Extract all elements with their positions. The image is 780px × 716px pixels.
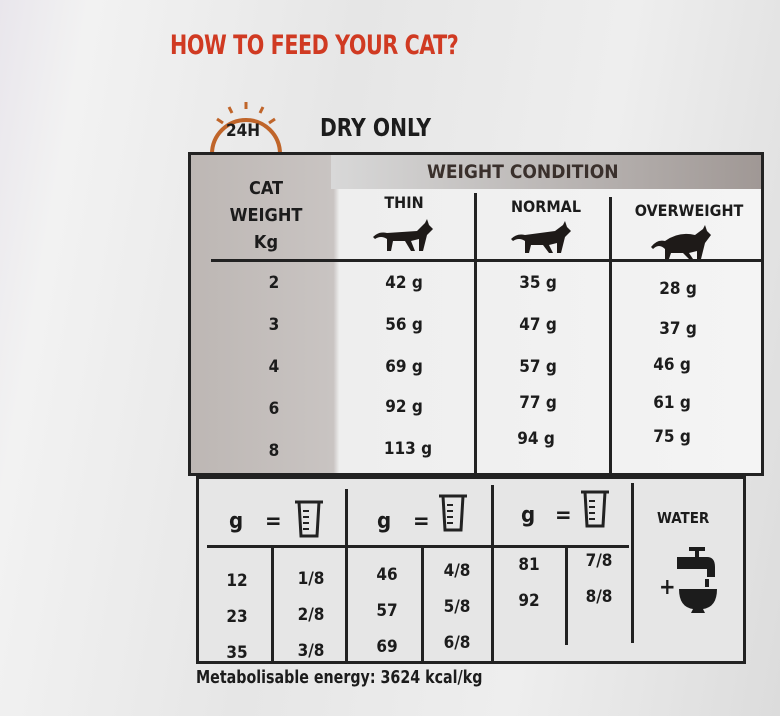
cups-cell: 5/8 xyxy=(443,597,471,617)
thin-cat-icon xyxy=(373,219,433,251)
measuring-cup-icon xyxy=(439,494,467,532)
subtitle: DRY ONLY xyxy=(320,113,432,142)
grams-cell: 46 xyxy=(376,565,398,585)
normal-cell: 94 g xyxy=(517,429,555,449)
header-divider xyxy=(211,259,761,262)
column-overweight: OVERWEIGHT xyxy=(634,201,744,220)
cups-cell: 3/8 xyxy=(297,641,325,661)
divider xyxy=(491,485,494,661)
grams-label: g xyxy=(229,509,244,534)
overweight-cat-icon xyxy=(651,225,711,259)
cups-column: 7/8 8/8 xyxy=(569,543,629,615)
grams-cell: 12 xyxy=(226,571,248,591)
grams-label: g xyxy=(521,503,536,528)
normal-cell: 77 g xyxy=(519,393,557,413)
cat-weight-header: CAT WEIGHT Kg xyxy=(201,175,331,256)
water-label: WATER xyxy=(657,509,710,527)
equals-sign: = xyxy=(265,509,282,534)
cups-column: 4/8 5/8 6/8 xyxy=(427,553,487,661)
table-body: 2 42 g 35 g 28 g 3 56 g 47 g 37 g 4 69 g… xyxy=(191,273,761,483)
divider xyxy=(207,545,629,548)
grams-cell: 92 xyxy=(518,591,540,611)
weight-cell: 8 xyxy=(268,441,280,461)
grams-cell: 57 xyxy=(376,601,398,621)
normal-cell: 57 g xyxy=(519,357,557,377)
weight-cell: 4 xyxy=(268,357,280,377)
normal-cell: 47 g xyxy=(519,315,557,335)
cups-cell: 1/8 xyxy=(297,569,325,589)
divider xyxy=(565,545,568,645)
cups-cell: 6/8 xyxy=(443,633,471,653)
divider xyxy=(345,489,348,661)
cups-column: 1/8 2/8 3/8 xyxy=(281,561,341,669)
grams-column: 12 23 35 xyxy=(207,563,267,671)
grams-cell: 69 xyxy=(376,637,398,657)
thin-cell: 56 g xyxy=(385,315,423,335)
grams-cell: 23 xyxy=(226,607,248,627)
clock-label: 24H xyxy=(226,121,261,141)
equals-sign: = xyxy=(413,509,430,534)
feeding-table: WEIGHT CONDITION CAT WEIGHT Kg THIN NORM… xyxy=(188,152,764,477)
normal-cell: 35 g xyxy=(519,273,557,293)
clock-24h-icon xyxy=(210,102,282,155)
normal-cat-icon xyxy=(511,221,571,253)
water-tap-bowl-icon xyxy=(677,547,717,613)
measuring-cup-icon xyxy=(581,490,609,528)
conversion-table: g = g = g = 12 23 35 1/8 2/8 3/8 46 57 6… xyxy=(196,476,746,664)
overweight-cell: 75 g xyxy=(653,427,691,447)
table-row: 4 69 g 57 g 46 g xyxy=(191,355,761,399)
overweight-cell: 28 g xyxy=(659,279,697,299)
header-line: WEIGHT xyxy=(229,205,303,226)
grams-label: g xyxy=(377,509,392,534)
column-divider xyxy=(474,193,477,477)
column-divider xyxy=(609,197,612,477)
measuring-cup-icon xyxy=(295,500,323,538)
thin-cell: 92 g xyxy=(385,397,423,417)
header-line: CAT xyxy=(248,178,284,199)
grams-cell: 81 xyxy=(518,555,540,575)
weight-condition-band xyxy=(331,155,761,189)
divider xyxy=(631,483,634,643)
weight-cell: 2 xyxy=(268,273,280,293)
grams-column: 46 57 69 xyxy=(357,557,417,665)
grams-cell: 35 xyxy=(226,643,248,663)
equals-sign: = xyxy=(555,503,572,528)
grams-column: 81 92 xyxy=(499,547,559,619)
overweight-cell: 46 g xyxy=(653,355,691,375)
plus-sign: + xyxy=(659,575,676,600)
table-row: 3 56 g 47 g 37 g xyxy=(191,315,761,357)
divider xyxy=(421,545,424,661)
table-row: 2 42 g 35 g 28 g xyxy=(191,273,761,315)
energy-note: Metabolisable energy: 3624 kcal/kg xyxy=(196,667,483,688)
column-normal: NORMAL xyxy=(510,197,581,216)
table-row: 8 113 g 94 g 75 g xyxy=(191,427,761,483)
thin-cell: 113 g xyxy=(383,439,433,459)
overweight-cell: 37 g xyxy=(659,319,697,339)
cups-cell: 8/8 xyxy=(585,587,613,607)
cups-cell: 2/8 xyxy=(297,605,325,625)
cups-cell: 7/8 xyxy=(585,551,613,571)
divider xyxy=(271,545,274,661)
column-thin: THIN xyxy=(384,193,424,212)
header-line: Kg xyxy=(253,232,279,253)
cups-cell: 4/8 xyxy=(443,561,471,581)
weight-condition-header: WEIGHT CONDITION xyxy=(427,161,619,183)
weight-cell: 6 xyxy=(268,399,280,419)
weight-cell: 3 xyxy=(268,315,280,335)
overweight-cell: 61 g xyxy=(653,393,691,413)
page-title: HOW TO FEED YOUR CAT? xyxy=(170,30,459,61)
table-row: 6 92 g 77 g 61 g xyxy=(191,393,761,441)
thin-cell: 42 g xyxy=(385,273,423,293)
thin-cell: 69 g xyxy=(385,357,423,377)
